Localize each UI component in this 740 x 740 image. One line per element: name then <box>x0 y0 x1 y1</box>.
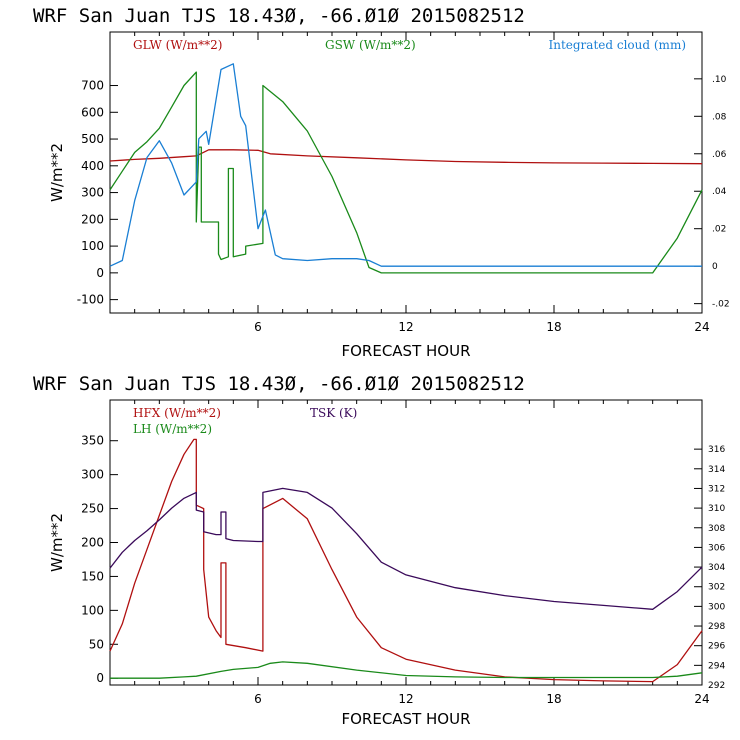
legend-entry: GSW (W/m**2) <box>325 38 416 52</box>
y-tick-label: 250 <box>81 502 104 516</box>
legend-entry: TSK (K) <box>310 406 357 420</box>
y-tick-label: 300 <box>81 468 104 482</box>
y2-tick-label: 294 <box>708 661 725 671</box>
x-tick-label: 6 <box>254 692 262 706</box>
y2-tick-label: 306 <box>708 543 725 553</box>
y2-tick-label: 314 <box>708 465 725 475</box>
y2-tick-label: 308 <box>708 524 725 534</box>
y2-tick-label: 304 <box>708 563 725 573</box>
y2-tick-label: .08 <box>712 112 727 122</box>
series-line-glw <box>109 149 703 165</box>
x-tick-label: 24 <box>694 692 709 706</box>
chart-title: WRF San Juan TJS 18.43Ø, -66.Ø1Ø 2015082… <box>33 373 525 395</box>
y-tick-label: 150 <box>81 569 104 583</box>
series-line-hfx <box>109 438 703 683</box>
flux-skin-temperature-chart: WRF San Juan TJS 18.43Ø, -66.Ø1Ø 2015082… <box>33 373 725 728</box>
series-line-lh <box>110 661 703 679</box>
y-tick-label: 350 <box>81 434 104 448</box>
legend-entry: GLW (W/m**2) <box>133 38 222 52</box>
x-tick-label: 6 <box>254 320 262 334</box>
y2-tick-label: 292 <box>708 681 725 691</box>
y2-tick-label: 300 <box>708 602 725 612</box>
y2-tick-label: 316 <box>708 445 725 455</box>
x-tick-label: 12 <box>398 320 413 334</box>
y-tick-label: 50 <box>89 637 104 651</box>
y-tick-label: 500 <box>81 132 104 146</box>
x-tick-label: 18 <box>546 692 561 706</box>
y2-tick-label: -.02 <box>712 300 730 310</box>
y2-tick-label: .02 <box>712 225 726 235</box>
y2-tick-label: 312 <box>708 484 725 494</box>
y2-tick-label: 302 <box>708 583 725 593</box>
y-axis-label: W/m**2 <box>48 513 66 572</box>
plot-frame <box>109 399 703 686</box>
y-tick-label: 400 <box>81 159 104 173</box>
series-line-integrated <box>109 63 702 267</box>
series-line-tsk <box>109 487 703 610</box>
y-tick-label: 300 <box>81 186 104 200</box>
y-axis-label: W/m**2 <box>48 143 66 202</box>
y-tick-label: 200 <box>81 212 104 226</box>
y2-tick-label: .06 <box>712 150 727 160</box>
y-tick-label: 0 <box>96 266 104 280</box>
y2-tick-label: .04 <box>712 187 727 197</box>
x-axis-label: FORECAST HOUR <box>341 342 470 360</box>
y-tick-label: 100 <box>81 239 104 253</box>
y-tick-label: 100 <box>81 603 104 617</box>
y2-tick-label: 0 <box>712 262 718 272</box>
y-tick-label: 600 <box>81 105 104 119</box>
y2-tick-label: 298 <box>708 622 725 632</box>
y2-tick-label: 310 <box>708 504 725 514</box>
legend-entry: LH (W/m**2) <box>133 422 212 436</box>
y2-tick-label: .10 <box>712 75 727 85</box>
x-tick-label: 18 <box>546 320 561 334</box>
y-tick-label: 200 <box>81 536 104 550</box>
chart-title: WRF San Juan TJS 18.43Ø, -66.Ø1Ø 2015082… <box>33 5 525 27</box>
plot-frame <box>109 31 703 314</box>
y-tick-label: 0 <box>96 671 104 685</box>
y-tick-label: -100 <box>77 293 104 307</box>
legend-entry: HFX (W/m**2) <box>133 406 221 420</box>
series-line-gsw <box>109 71 703 274</box>
y2-tick-label: 296 <box>708 642 725 652</box>
x-tick-label: 24 <box>694 320 709 334</box>
legend-entry: Integrated cloud (mm) <box>548 38 686 52</box>
x-tick-label: 12 <box>398 692 413 706</box>
radiation-cloud-chart: WRF San Juan TJS 18.43Ø, -66.Ø1Ø 2015082… <box>33 5 730 360</box>
x-axis-label: FORECAST HOUR <box>341 710 470 728</box>
y-tick-label: 700 <box>81 79 104 93</box>
